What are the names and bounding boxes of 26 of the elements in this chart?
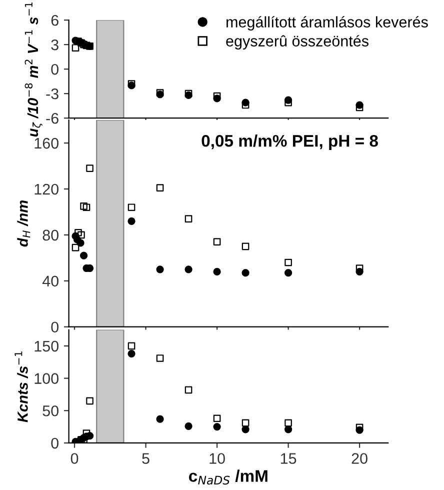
x-tick-label: 15 — [280, 453, 296, 464]
y-tick-label: 150 — [34, 340, 59, 352]
y-tick-label: -6 — [46, 112, 58, 124]
y-tick-label: 0 — [51, 438, 58, 449]
y-tick-label: 160 — [34, 138, 59, 149]
y-tick-label: 0 — [51, 64, 58, 75]
legend-label: megállított áramlásos keverés — [226, 16, 428, 31]
y-tick-label: -3 — [46, 88, 58, 100]
text: u$_{ζ}$ /10$^{−8}$ m$^{2}$ V$^{−1}$ s$^{−1}$ — [24, 2, 42, 137]
y-tick-label: 120 — [34, 184, 59, 195]
y-axis-title: Kcnts /s$^{−1}$ — [14, 352, 28, 422]
annotation: 0,05 m/m% PEI, pH = 8 — [202, 134, 378, 150]
y-tick-label: 100 — [34, 373, 59, 384]
y-tick-label: 3 — [51, 39, 58, 50]
x-tick-label: 10 — [210, 453, 225, 464]
legend-label: egyszerû összeöntés — [226, 35, 368, 50]
x-tick-label: 20 — [352, 453, 368, 464]
y-tick-label: 6 — [51, 14, 58, 26]
x-axis-title: c$_{NaDS}$ /mM — [189, 470, 268, 485]
y-axis-title: d$_{H}$ /nm — [17, 200, 30, 247]
y-tick-label: 40 — [42, 276, 58, 287]
y-tick-label: 50 — [42, 405, 58, 416]
y-tick-label: 80 — [42, 230, 58, 241]
y-tick-label: 0 — [51, 322, 58, 333]
x-tick-label: 0 — [70, 453, 78, 464]
x-tick-label: 5 — [142, 453, 150, 464]
